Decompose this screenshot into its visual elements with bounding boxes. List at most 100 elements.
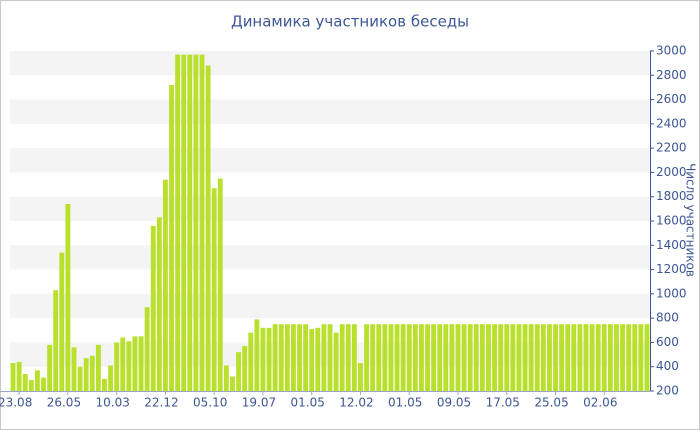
bar: [95, 344, 101, 391]
bar: [559, 324, 565, 391]
x-tick-label: 05.10: [193, 396, 227, 410]
bar: [284, 324, 290, 391]
x-tick-label: 02.06: [583, 396, 617, 410]
x-tick-label: 26.05: [47, 396, 81, 410]
bar: [254, 319, 260, 391]
bar: [400, 324, 406, 391]
bar: [449, 324, 455, 391]
bar: [303, 324, 309, 391]
bar: [467, 324, 473, 391]
bar: [626, 324, 632, 391]
bar: [108, 365, 114, 391]
bar: [162, 179, 168, 391]
grid-band: [10, 99, 650, 124]
bar: [461, 324, 467, 391]
bar: [83, 358, 89, 391]
x-tick-label: 19.07: [242, 396, 276, 410]
bar: [187, 54, 193, 392]
bar: [132, 336, 138, 391]
bar: [22, 374, 28, 391]
bar: [571, 324, 577, 391]
bar: [114, 342, 120, 391]
grid-band: [10, 148, 650, 173]
y-tick-label: 2800: [656, 68, 687, 82]
bar: [321, 324, 327, 391]
y-tick-label: 200: [656, 384, 679, 398]
y-tick-label: 1400: [656, 238, 687, 252]
bar: [473, 324, 479, 391]
bar: [339, 324, 345, 391]
bar: [498, 324, 504, 391]
bar: [272, 324, 278, 391]
y-tick-label: 2000: [656, 165, 687, 179]
bar: [376, 324, 382, 391]
bar: [351, 324, 357, 391]
bar: [41, 377, 46, 391]
bar: [437, 324, 443, 391]
bar: [492, 324, 498, 391]
bar: [644, 324, 650, 391]
bar: [394, 324, 400, 391]
bar: [223, 365, 229, 391]
grid-band: [10, 51, 650, 76]
bar: [315, 327, 321, 391]
y-tick-label: 400: [656, 359, 679, 373]
y-tick-label: 600: [656, 335, 679, 349]
x-tick-label: 01.05: [291, 396, 325, 410]
bar: [431, 324, 437, 391]
y-tick-label: 1000: [656, 286, 687, 300]
bar: [47, 344, 53, 391]
bar: [144, 307, 150, 391]
bar: [632, 324, 638, 391]
bar: [34, 370, 40, 391]
bar: [242, 346, 248, 391]
bar: [175, 54, 181, 392]
bar: [230, 376, 235, 391]
bar: [59, 252, 65, 391]
bar: [382, 324, 388, 391]
bar: [297, 324, 302, 391]
bar: [364, 324, 370, 391]
x-tick-label: 17.05: [486, 396, 520, 410]
y-axis-title: Число участников: [684, 163, 698, 277]
bar: [486, 324, 491, 391]
y-tick-label: 2200: [656, 141, 687, 155]
bar: [370, 324, 376, 391]
bar: [455, 324, 461, 391]
x-tick-label: 09.05: [437, 396, 471, 410]
bar: [205, 65, 211, 392]
bar: [595, 324, 601, 391]
bar: [278, 324, 284, 391]
x-tick-label: 22.12: [144, 396, 178, 410]
bar: [546, 324, 552, 391]
bar: [504, 324, 510, 391]
bar: [28, 380, 34, 391]
bar: [217, 178, 223, 391]
x-tick-label: 23.08: [0, 396, 32, 410]
bar: [565, 324, 571, 391]
bar: [150, 225, 156, 391]
y-tick-label: 1800: [656, 189, 687, 203]
bar: [479, 324, 485, 391]
bar: [156, 217, 162, 391]
bar: [620, 324, 626, 391]
x-tick-label: 10.03: [95, 396, 129, 410]
bar: [443, 324, 449, 391]
bar: [553, 324, 558, 391]
bar: [65, 204, 71, 391]
grid-band: [10, 245, 650, 270]
bar: [102, 378, 107, 391]
bar: [345, 324, 351, 391]
bar: [406, 324, 412, 391]
bar: [126, 341, 132, 391]
bar: [540, 324, 546, 391]
bar: [522, 324, 528, 391]
bar: [534, 324, 540, 391]
bar: [614, 324, 619, 391]
bar: [607, 324, 613, 391]
bar: [16, 361, 22, 391]
y-tick-label: 3000: [656, 44, 687, 58]
bar: [266, 327, 272, 391]
